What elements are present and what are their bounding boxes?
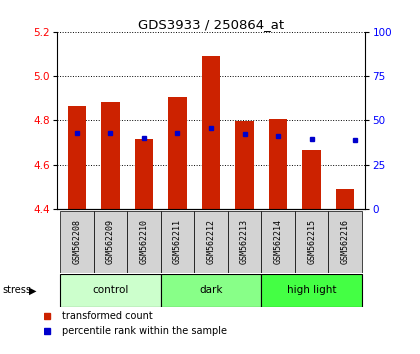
Text: percentile rank within the sample: percentile rank within the sample [62, 326, 227, 336]
Bar [127, 211, 161, 273]
Bar [94, 211, 127, 273]
Text: GSM562213: GSM562213 [240, 219, 249, 264]
Text: GSM562212: GSM562212 [207, 219, 215, 264]
Bar [235, 121, 254, 209]
Bar [228, 211, 261, 273]
Text: GSM562208: GSM562208 [72, 219, 81, 264]
Bar [328, 211, 362, 273]
Text: high light: high light [287, 285, 336, 296]
Text: GSM562215: GSM562215 [307, 219, 316, 264]
Text: transformed count: transformed count [62, 311, 152, 321]
Title: GDS3933 / 250864_at: GDS3933 / 250864_at [138, 18, 284, 31]
Bar [194, 211, 228, 273]
Bar [161, 211, 194, 273]
Text: GSM562216: GSM562216 [341, 219, 350, 264]
Bar [261, 211, 295, 273]
Bar [161, 274, 261, 307]
Text: GSM562211: GSM562211 [173, 219, 182, 264]
Text: control: control [92, 285, 129, 296]
Bar [336, 189, 354, 209]
Text: GSM562209: GSM562209 [106, 219, 115, 264]
Bar [135, 139, 153, 209]
Bar [302, 150, 321, 209]
Text: dark: dark [200, 285, 223, 296]
Bar [202, 56, 220, 209]
Bar [60, 274, 161, 307]
Bar [68, 106, 86, 209]
Bar [101, 102, 120, 209]
Bar [261, 274, 362, 307]
Bar [295, 211, 328, 273]
Text: stress: stress [2, 285, 31, 296]
Text: GSM562210: GSM562210 [139, 219, 148, 264]
Bar [168, 97, 187, 209]
Text: GSM562214: GSM562214 [274, 219, 283, 264]
Text: ▶: ▶ [29, 285, 36, 296]
Bar [269, 119, 287, 209]
Bar [60, 211, 94, 273]
